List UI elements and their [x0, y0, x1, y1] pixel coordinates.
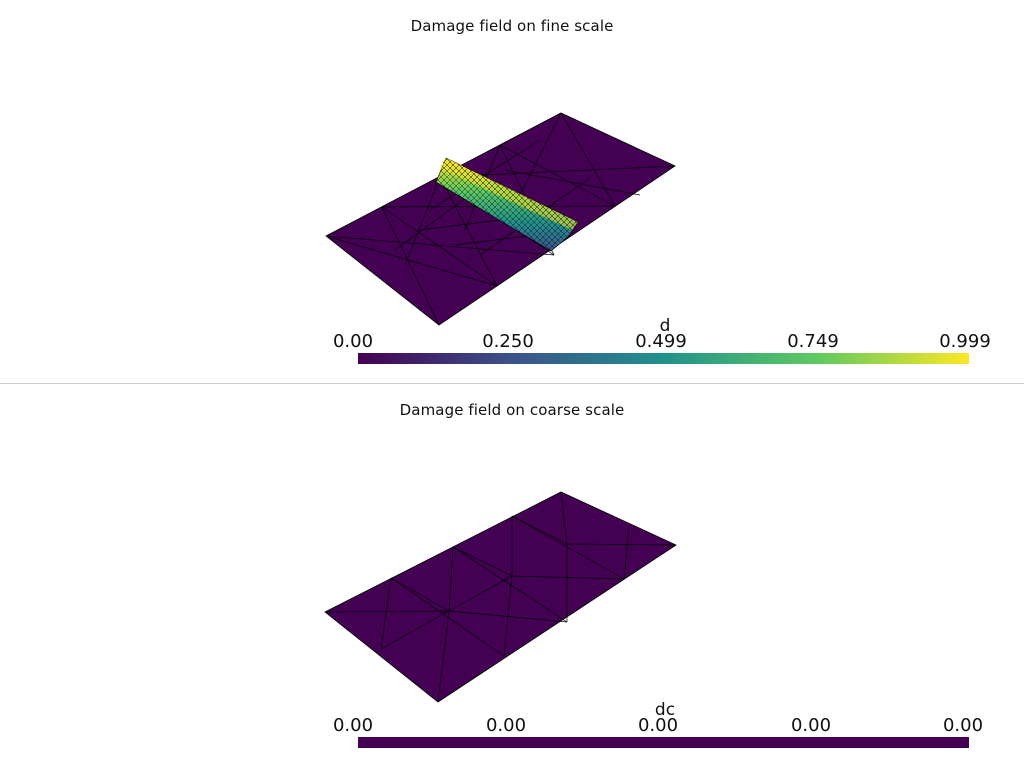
- colorbar-tick: 0.00: [485, 715, 527, 736]
- fine-scale-mesh[interactable]: [0, 0, 1024, 384]
- coarse-scale-mesh[interactable]: [0, 384, 1024, 768]
- colorbar-tick: 0.749: [787, 331, 839, 352]
- colorbar-dc: [358, 737, 969, 748]
- colorbar-title-dc: dc: [654, 700, 676, 720]
- colorbar-tick: 0.00: [637, 715, 679, 736]
- colorbar-tick: 0.00: [332, 331, 374, 352]
- coarse-scale-title: Damage field on coarse scale: [399, 401, 625, 419]
- colorbar-tick: 0.999: [939, 331, 991, 352]
- fine-scale-view[interactable]: Damage field on fine scale: [0, 0, 1024, 384]
- viewport-divider[interactable]: [0, 383, 1024, 384]
- fine-scale-title: Damage field on fine scale: [410, 17, 614, 35]
- colorbar-d: [358, 353, 969, 364]
- colorbar-tick: 0.250: [482, 331, 534, 352]
- colorbar-tick: 0.00: [790, 715, 832, 736]
- colorbar-title-d: d: [659, 316, 671, 336]
- coarse-plate: [324, 491, 677, 703]
- coarse-mesh-edges: [324, 491, 677, 703]
- colorbar-tick: 0.00: [332, 715, 374, 736]
- coarse-scale-view[interactable]: Damage field on coarse scale dc 0: [0, 384, 1024, 768]
- colorbar-tick: 0.00: [942, 715, 984, 736]
- colorbar-tick: 0.499: [635, 331, 687, 352]
- damage-ridge: [435, 157, 579, 252]
